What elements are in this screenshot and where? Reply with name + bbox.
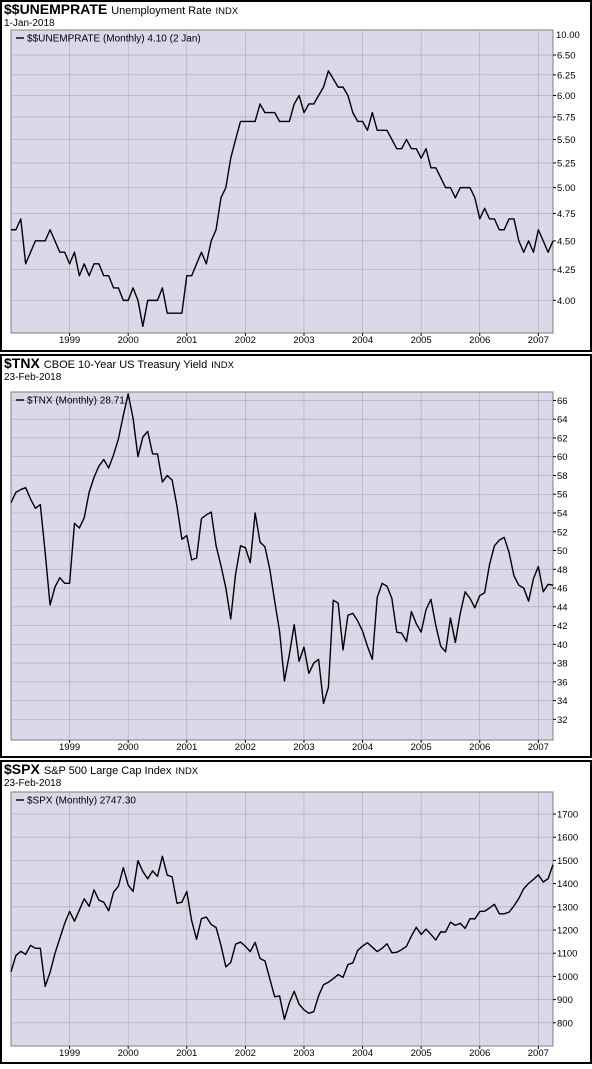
chart-panel: $$UNEMPRATE Unemployment Rate INDX 1-Jan-20… — [0, 0, 592, 352]
y-tick-label: 10.00 — [556, 30, 580, 41]
y-tick-label: 54 — [557, 509, 568, 520]
x-tick-label: 2004 — [352, 742, 373, 753]
y-tick-label: 1700 — [557, 810, 578, 821]
x-tick-label: 1999 — [59, 742, 80, 753]
legend-label: $$UNEMPRATE (Monthly) 4.10 (2 Jan) — [27, 34, 201, 45]
y-tick-label: 52 — [557, 527, 568, 538]
y-tick-label: 36 — [557, 677, 568, 688]
y-tick-label: 1200 — [557, 926, 578, 937]
y-tick-label: 48 — [557, 565, 568, 576]
y-tick-label: 5.50 — [557, 135, 576, 146]
x-tick-label: 2003 — [293, 1048, 314, 1059]
x-tick-label: 2005 — [411, 1048, 432, 1059]
x-tick-label: 2005 — [411, 335, 432, 346]
y-tick-label: 66 — [557, 396, 568, 407]
exchange: INDX — [215, 6, 238, 17]
x-tick-label: 2002 — [235, 742, 256, 753]
x-tick-label: 2007 — [528, 335, 549, 346]
y-tick-label: 1000 — [557, 972, 578, 983]
x-tick-label: 1999 — [59, 335, 80, 346]
x-tick-label: 2005 — [411, 742, 432, 753]
x-tick-label: 2006 — [469, 742, 490, 753]
y-tick-label: 64 — [557, 415, 568, 426]
y-tick-label: 1600 — [557, 833, 578, 844]
chart-panel: $SPX S&P 500 Large Cap Index INDX 23-Feb-20… — [0, 760, 592, 1064]
y-tick-label: 800 — [557, 1018, 573, 1029]
symbol: $SPX — [4, 761, 40, 777]
series-line — [10, 393, 554, 705]
y-tick-label: 4.75 — [557, 209, 576, 220]
y-tick-label: 62 — [557, 433, 568, 444]
y-tick-label: 46 — [557, 584, 568, 595]
chart-title: CBOE 10-Year US Treasury Yield — [44, 359, 207, 371]
plot-area — [10, 791, 554, 1047]
chart-title: Unemployment Rate — [111, 5, 211, 17]
y-tick-label: 60 — [557, 452, 568, 463]
series-line — [11, 70, 554, 328]
date: 23-Feb-2018 — [4, 372, 62, 383]
y-tick-label: 1400 — [557, 879, 578, 890]
y-tick-label: 6.50 — [557, 51, 576, 62]
y-tick-label: 56 — [557, 490, 568, 501]
x-tick-label: 2002 — [235, 335, 256, 346]
symbol: $$UNEMPRATE — [4, 1, 107, 17]
date: 1-Jan-2018 — [4, 18, 55, 29]
x-tick-label: 2002 — [235, 1048, 256, 1059]
y-tick-label: 5.00 — [557, 183, 576, 194]
y-tick-label: 5.25 — [557, 158, 576, 169]
y-tick-label: 44 — [557, 602, 568, 613]
y-tick-label: 34 — [557, 696, 568, 707]
x-tick-label: 2000 — [118, 742, 139, 753]
date: 23-Feb-2018 — [4, 778, 62, 789]
x-tick-label: 1999 — [59, 1048, 80, 1059]
x-tick-label: 2003 — [293, 335, 314, 346]
y-tick-label: 4.50 — [557, 236, 576, 247]
y-tick-label: 6.00 — [557, 91, 576, 102]
chart-panel: $TNX CBOE 10-Year US Treasury Yield INDX 23… — [0, 354, 592, 758]
x-tick-label: 2006 — [469, 1048, 490, 1059]
y-tick-label: 32 — [557, 715, 568, 726]
x-tick-label: 2000 — [118, 1048, 139, 1059]
plot-area — [10, 391, 554, 741]
y-tick-label: 1500 — [557, 856, 578, 867]
x-tick-label: 2001 — [176, 1048, 197, 1059]
x-tick-label: 2001 — [176, 335, 197, 346]
y-tick-label: 40 — [557, 640, 568, 651]
x-tick-label: 2007 — [528, 742, 549, 753]
x-tick-label: 2006 — [469, 335, 490, 346]
y-tick-label: 900 — [557, 995, 573, 1006]
chart-title: S&P 500 Large Cap Index — [44, 765, 172, 777]
x-tick-label: 2007 — [528, 1048, 549, 1059]
y-tick-label: 38 — [557, 659, 568, 670]
exchange: INDX — [211, 360, 234, 371]
y-tick-label: 1300 — [557, 902, 578, 913]
x-tick-label: 2003 — [293, 742, 314, 753]
x-tick-label: 2000 — [118, 335, 139, 346]
y-tick-label: 6.25 — [557, 70, 576, 81]
y-tick-label: 1100 — [557, 949, 577, 960]
y-tick-label: 4.25 — [557, 265, 576, 276]
y-tick-label: 5.75 — [557, 112, 576, 123]
symbol: $TNX — [4, 355, 40, 371]
x-tick-label: 2001 — [176, 742, 197, 753]
x-tick-label: 2004 — [352, 335, 373, 346]
y-tick-label: 4.00 — [557, 296, 576, 307]
y-tick-label: 58 — [557, 471, 568, 482]
y-tick-label: 42 — [557, 621, 568, 632]
legend-label: $SPX (Monthly) 2747.30 — [27, 796, 136, 807]
series-line — [10, 855, 554, 1021]
y-tick-label: 50 — [557, 546, 568, 557]
exchange: INDX — [175, 766, 198, 777]
x-tick-label: 2004 — [352, 1048, 373, 1059]
legend-label: $TNX (Monthly) 28.71 — [27, 396, 125, 407]
plot-area — [10, 29, 554, 334]
